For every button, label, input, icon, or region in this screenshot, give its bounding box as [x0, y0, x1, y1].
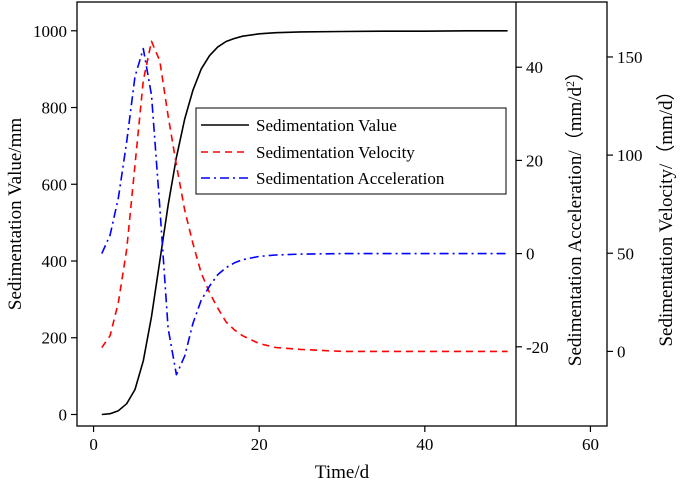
- acc-tick-label-0: -20: [526, 338, 549, 357]
- series-layer: [101, 29, 508, 416]
- legend: Sedimentation Value Sedimentation Veloci…: [195, 107, 507, 195]
- legend-label-velocity: Sedimentation Velocity: [256, 143, 415, 162]
- x-axis: 0 20 40 60: [89, 426, 599, 454]
- legend-box: [195, 107, 507, 195]
- series-sedimentation-acceleration: [101, 47, 508, 376]
- x-tick-label-1: 20: [251, 435, 268, 454]
- left-tick-label-2: 400: [42, 252, 68, 271]
- velocity-axis-title: Sedimentation Velocity/（mm/d）: [655, 81, 677, 346]
- x-tick-label-2: 40: [416, 435, 433, 454]
- left-tick-label-3: 600: [42, 175, 68, 194]
- series-sedimentation-velocity: [101, 40, 508, 353]
- x-tick-label-0: 0: [89, 435, 98, 454]
- vel-tick-label-3: 150: [617, 48, 643, 67]
- left-y-axis-title: Sedimentation Value/mm: [5, 118, 26, 310]
- plot-frame: [76, 1, 608, 427]
- acc-tick-label-3: 40: [526, 58, 543, 77]
- left-tick-label-1: 200: [42, 329, 68, 348]
- left-tick-label-0: 0: [59, 405, 68, 424]
- acceleration-axis: -20 0 20 40: [516, 58, 549, 357]
- acc-tick-label-2: 20: [526, 151, 543, 170]
- series-sedimentation-value: [101, 29, 508, 416]
- acceleration-axis-title-end: ）: [564, 62, 586, 81]
- acceleration-axis-title-sup: 2: [563, 81, 577, 87]
- vel-tick-label-2: 100: [617, 146, 643, 165]
- x-tick-label-3: 60: [582, 435, 599, 454]
- vel-tick-label-1: 50: [617, 244, 634, 263]
- sedimentation-value-axis: 0 200 400 600 800 1000: [33, 22, 77, 424]
- left-tick-label-5: 1000: [33, 22, 67, 41]
- x-axis-title: Time/d: [315, 462, 370, 483]
- legend-label-acceleration: Sedimentation Acceleration: [256, 169, 445, 188]
- acceleration-axis-title: Sedimentation Acceleration/（mm/d2）: [563, 62, 586, 366]
- legend-label-value: Sedimentation Value: [256, 116, 397, 135]
- left-tick-label-4: 800: [42, 99, 68, 118]
- acc-tick-label-1: 0: [526, 245, 535, 264]
- acceleration-axis-title-main: Sedimentation Acceleration/（mm/d: [564, 86, 586, 366]
- velocity-axis: 0 50 100 150: [607, 48, 643, 361]
- vel-tick-label-0: 0: [617, 342, 626, 361]
